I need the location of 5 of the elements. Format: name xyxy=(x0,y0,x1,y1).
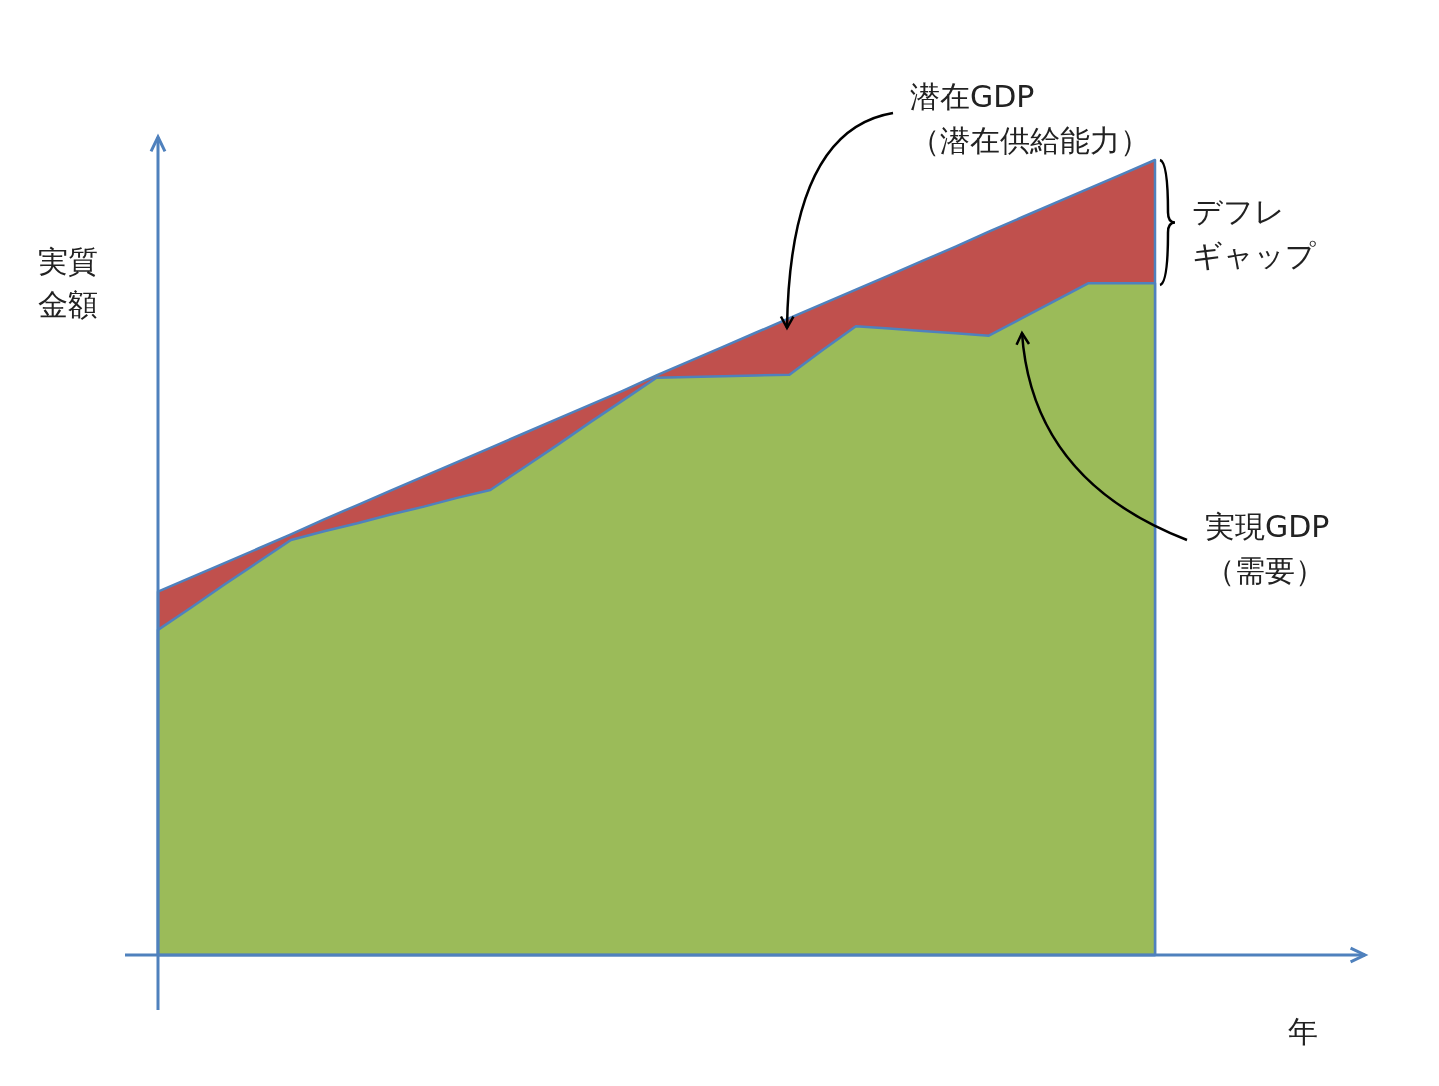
text: 潜在GDP（潜在供給能力） xyxy=(910,79,1150,158)
text: デフレギャップ xyxy=(1192,194,1316,273)
text: 実現GDP（需要） xyxy=(1205,509,1330,588)
y-axis-title: 実質金額 xyxy=(38,244,98,322)
x-axis-title: 年 xyxy=(1288,1014,1318,1049)
